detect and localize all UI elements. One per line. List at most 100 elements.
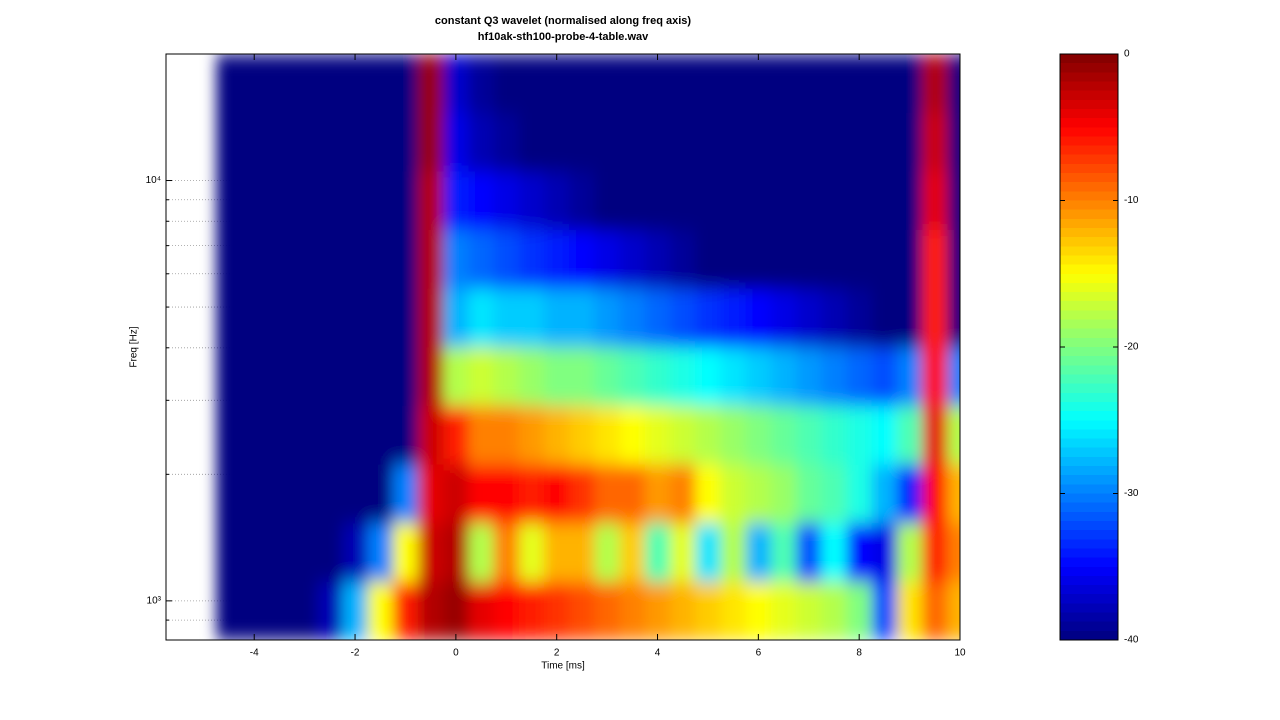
heatmap-cell: [518, 522, 545, 582]
heatmap-cell: [896, 405, 923, 465]
heatmap-cell: [443, 288, 469, 348]
heatmap-cell: [846, 522, 873, 582]
heatmap-cell: [947, 464, 960, 524]
heatmap-cell: [342, 405, 369, 465]
heatmap-cell: [619, 170, 646, 230]
heatmap-cell: [367, 170, 394, 230]
x-tick-label: 6: [756, 648, 762, 659]
x-tick-label: 0: [453, 648, 459, 659]
heatmap-cell: [695, 54, 722, 113]
heatmap-cell: [216, 112, 243, 172]
heatmap-cell: [720, 288, 747, 348]
heatmap-cell: [241, 405, 268, 465]
heatmap-cell: [468, 346, 495, 406]
heatmap-cell: [292, 229, 318, 289]
x-tick-label: 8: [856, 648, 862, 659]
heatmap-cell: [594, 581, 621, 640]
heatmap-cell: [947, 170, 960, 230]
heatmap-cell: [392, 288, 419, 348]
heatmap-cell: [216, 288, 243, 348]
colorbar-tick-label: 0: [1124, 49, 1130, 60]
heatmap-cell: [241, 112, 268, 172]
heatmap-cell: [317, 170, 343, 230]
heatmap-cell: [569, 229, 596, 289]
heatmap-cell: [367, 346, 394, 406]
heatmap-cell: [670, 112, 696, 172]
heatmap-cell: [443, 464, 469, 524]
colorbar-tick-label: -30: [1124, 488, 1139, 499]
heatmap-cell: [418, 112, 444, 172]
heatmap-cell: [670, 229, 696, 289]
heatmap-cell: [493, 170, 520, 230]
heatmap-cell: [644, 288, 671, 348]
x-tick-label: -4: [250, 648, 259, 659]
heatmap-cell: [569, 112, 596, 172]
heatmap-cell: [569, 405, 596, 465]
colorbar-tick-label: -10: [1124, 195, 1139, 206]
heatmap-cell: [569, 170, 596, 230]
heatmap-cell: [770, 464, 797, 524]
heatmap-cell: [619, 54, 646, 113]
heatmap-cell: [292, 288, 318, 348]
y-tick-label: 10⁴: [146, 175, 161, 186]
heatmap-cell: [695, 405, 722, 465]
heatmap-cell: [796, 54, 822, 113]
heatmap-cell: [770, 346, 797, 406]
heatmap-cell: [896, 229, 923, 289]
heatmap-cell: [619, 346, 646, 406]
heatmap-cell: [720, 112, 747, 172]
colorbar-tick-label: -40: [1124, 635, 1139, 646]
heatmap-cell: [594, 522, 621, 582]
heatmap-cell: [796, 464, 822, 524]
heatmap-cell: [241, 54, 268, 113]
heatmap-cell: [670, 54, 696, 113]
heatmap-cell: [518, 229, 545, 289]
heatmap-cell: [922, 405, 948, 465]
heatmap-cell: [544, 112, 570, 172]
heatmap-cell: [518, 54, 545, 113]
y-axis-label: Freq [Hz]: [129, 326, 140, 367]
heatmap-cell: [619, 112, 646, 172]
heatmap-cell: [317, 464, 343, 524]
heatmap-cell: [342, 346, 369, 406]
heatmap-cell: [594, 54, 621, 113]
heatmap-cell: [896, 54, 923, 113]
heatmap-cell: [468, 170, 495, 230]
x-axis-label: Time [ms]: [541, 661, 585, 672]
heatmap-cell: [922, 54, 948, 113]
heatmap-cell: [292, 112, 318, 172]
heatmap-cell: [266, 346, 293, 406]
heatmap-cell: [292, 405, 318, 465]
heatmap-cell: [569, 581, 596, 640]
heatmap-cell: [644, 112, 671, 172]
heatmap-cell: [392, 346, 419, 406]
heatmap-cell: [518, 346, 545, 406]
heatmap-cell: [468, 405, 495, 465]
heatmap-cell: [695, 170, 722, 230]
heatmap-cell: [241, 229, 268, 289]
heatmap-cell: [670, 464, 696, 524]
heatmap-cell: [418, 54, 444, 113]
heatmap-cell: [947, 229, 960, 289]
heatmap-cell: [594, 405, 621, 465]
heatmap-cell: [418, 522, 444, 582]
heatmap-cell: [216, 581, 243, 640]
heatmap-cell: [266, 522, 293, 582]
heatmap-cell: [796, 405, 822, 465]
heatmap-cell: [443, 581, 469, 640]
heatmap-cell: [896, 522, 923, 582]
heatmap-cell: [418, 346, 444, 406]
heatmap-cell: [821, 581, 848, 640]
heatmap-cell: [266, 288, 293, 348]
heatmap-cell: [266, 581, 293, 640]
plot-frame: [165, 53, 961, 641]
heatmap-cell: [367, 112, 394, 172]
heatmap-cell: [594, 112, 621, 172]
heatmap-cell: [468, 288, 495, 348]
heatmap-cell: [493, 464, 520, 524]
heatmap-cell: [670, 170, 696, 230]
heatmap-cell: [745, 170, 772, 230]
heatmap-cell: [216, 346, 243, 406]
heatmap-cell: [569, 288, 596, 348]
heatmap-cell: [896, 581, 923, 640]
